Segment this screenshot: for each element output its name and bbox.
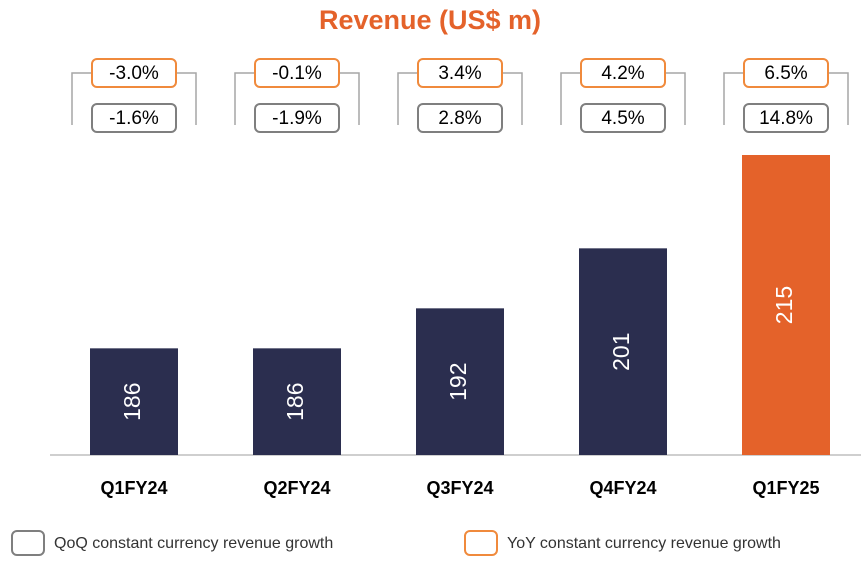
growth-box — [91, 103, 177, 133]
x-tick-label: Q1FY25 — [752, 478, 819, 498]
growth-label: 14.8% — [759, 108, 813, 129]
bar-value-label: 215 — [771, 286, 797, 324]
chart-title: Revenue (US$ m) — [319, 5, 541, 35]
growth-label: 4.5% — [601, 108, 644, 129]
bar — [253, 348, 341, 455]
growth-label: 6.5% — [764, 63, 807, 84]
growth-label: -1.6% — [109, 108, 159, 129]
growth-box — [254, 58, 340, 88]
x-tick-label: Q3FY24 — [426, 478, 493, 498]
growth-box — [580, 103, 666, 133]
growth-box — [91, 58, 177, 88]
growth-box — [743, 103, 829, 133]
growth-label: -0.1% — [272, 63, 322, 84]
legend-label: YoY constant currency revenue growth — [507, 535, 781, 552]
growth-label: -3.0% — [109, 63, 159, 84]
legend-swatch — [464, 530, 498, 556]
x-tick-label: Q4FY24 — [589, 478, 656, 498]
bar — [742, 155, 830, 455]
bar-value-label: 201 — [608, 332, 634, 370]
growth-box — [743, 58, 829, 88]
growth-box — [254, 103, 340, 133]
bar-value-label: 192 — [445, 362, 471, 400]
growth-label: 3.4% — [438, 63, 481, 84]
bar-value-label: 186 — [119, 382, 145, 420]
legend-label: QoQ constant currency revenue growth — [54, 535, 333, 552]
bar-value-label: 186 — [282, 382, 308, 420]
growth-box — [417, 103, 503, 133]
growth-label: -1.9% — [272, 108, 322, 129]
bar — [416, 308, 504, 455]
x-tick-label: Q1FY24 — [100, 478, 167, 498]
growth-label: 4.2% — [601, 63, 644, 84]
growth-label: 2.8% — [438, 108, 481, 129]
growth-box — [417, 58, 503, 88]
growth-box — [580, 58, 666, 88]
legend-swatch — [11, 530, 45, 556]
bar — [90, 348, 178, 455]
x-tick-label: Q2FY24 — [263, 478, 330, 498]
bar — [579, 248, 667, 455]
